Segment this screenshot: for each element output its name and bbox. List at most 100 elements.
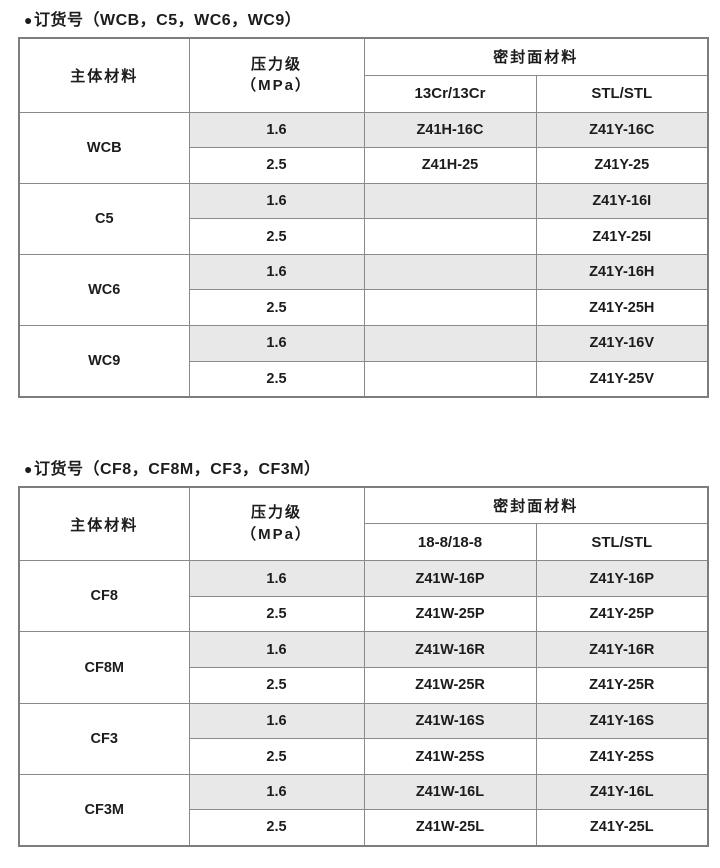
order-code-cell: Z41Y-16I (535, 182, 709, 220)
table-header: 主体材料 压力级 （MPa） 密封面材料 18-8/18-8 STL/STL (18, 486, 709, 562)
header-pressure-line1: 压力级 (250, 504, 302, 522)
table-row: 2.5 Z41W-25P Z41Y-25P (19, 595, 709, 633)
order-code-cell (363, 182, 537, 220)
order-code-cell: Z41Y-25H (535, 289, 709, 327)
section-title: ●订货号（WCB，C5，WC6，WC9） (24, 6, 720, 30)
order-section-cf8: ●订货号（CF8，CF8M，CF3，CF3M） 主体材料 压力级 （MPa） 密… (18, 455, 720, 847)
table-row: 2.5 Z41W-25R Z41Y-25R (19, 667, 709, 704)
table-row: 2.5 Z41H-25 Z41Y-25 (19, 147, 709, 184)
header-seal-material: 密封面材料 (363, 486, 709, 525)
order-code-cell: Z41Y-16S (535, 702, 709, 740)
order-code-cell: Z41Y-25V (535, 360, 709, 398)
order-code-cell (363, 360, 537, 398)
order-code-cell: Z41Y-16V (535, 325, 709, 362)
order-code-cell: Z41W-16S (363, 702, 537, 740)
header-pressure-line2: （MPa） (241, 526, 312, 543)
order-code-cell (363, 253, 537, 291)
header-seal-col2: STL/STL (535, 74, 709, 113)
order-code-cell: Z41H-25 (363, 147, 537, 184)
order-code-cell: Z41Y-16H (535, 253, 709, 291)
pressure-cell: 1.6 (188, 702, 365, 740)
order-code-cell: Z41Y-25 (535, 147, 709, 184)
table-row: WC6 1.6 Z41Y-16H (18, 253, 709, 327)
order-code-cell: Z41Y-25L (535, 809, 709, 846)
order-code-cell: Z41Y-16L (535, 773, 709, 811)
pressure-cell: 1.6 (188, 253, 365, 291)
order-code-cell: Z41W-25S (363, 738, 537, 775)
pressure-cell: 2.5 (188, 218, 365, 255)
header-main-material: 主体材料 (18, 486, 190, 562)
header-pressure-class: 压力级 （MPa） (188, 37, 365, 113)
header-seal-col1: 13Cr/13Cr (363, 74, 537, 113)
order-code-cell: Z41W-25P (363, 595, 537, 633)
material-cell: WC6 (18, 253, 190, 327)
material-cell: C5 (18, 182, 190, 255)
table-row: 2.5 Z41W-25S Z41Y-25S (19, 738, 709, 775)
material-cell: WCB (18, 111, 190, 184)
material-cell: CF8M (18, 631, 190, 704)
pressure-cell: 1.6 (188, 773, 365, 811)
table-body: CF8 1.6 Z41W-16P Z41Y-16P 2.5 Z41W-25P Z41Y-25… (18, 560, 709, 847)
section-title-text: 订货号（WCB，C5，WC6，WC9） (33, 12, 302, 29)
order-code-cell (363, 218, 537, 255)
order-code-cell: Z41H-16C (363, 111, 537, 149)
pressure-cell: 2.5 (188, 809, 365, 846)
pressure-cell: 1.6 (188, 182, 365, 220)
pressure-cell: 1.6 (188, 325, 365, 362)
table-row: 2.5 Z41Y-25I (19, 218, 709, 255)
table-body: WCB 1.6 Z41H-16C Z41Y-16C 2.5 Z41H-25 Z41Y-25 C… (18, 111, 709, 398)
order-code-cell: Z41Y-25R (535, 667, 709, 704)
order-code-cell: Z41W-25R (363, 667, 537, 704)
order-code-cell: Z41Y-25P (535, 595, 709, 633)
table-row: 2.5 Z41W-25L Z41Y-25L (19, 809, 709, 846)
order-code-cell: Z41Y-25I (535, 218, 709, 255)
header-seal-col1: 18-8/18-8 (363, 523, 537, 562)
table-header: 主体材料 压力级 （MPa） 密封面材料 13Cr/13Cr STL/STL (18, 37, 709, 113)
order-section-wcb: ●订货号（WCB，C5，WC6，WC9） 主体材料 压力级 （MPa） 密封面材… (18, 6, 720, 398)
table-row: 2.5 Z41Y-25H (19, 289, 709, 327)
table-row: C5 1.6 Z41Y-16I (18, 182, 709, 255)
header-pressure-line1: 压力级 (250, 55, 302, 73)
header-main-material: 主体材料 (18, 37, 190, 113)
pressure-cell: 2.5 (188, 360, 365, 398)
order-code-cell: Z41W-16P (363, 560, 537, 597)
pressure-cell: 2.5 (188, 289, 365, 327)
order-code-cell: Z41Y-16P (535, 560, 709, 597)
bullet-icon: ● (24, 460, 33, 477)
order-code-cell: Z41W-16L (363, 773, 537, 811)
pressure-cell: 2.5 (188, 738, 365, 775)
header-pressure-class: 压力级 （MPa） (188, 486, 365, 562)
header-seal-col2: STL/STL (535, 523, 709, 562)
order-table-wcb: 主体材料 压力级 （MPa） 密封面材料 13Cr/13Cr STL/STL W… (18, 37, 710, 398)
material-cell: CF3M (18, 773, 190, 847)
section-title-text: 订货号（CF8，CF8M，CF3，CF3M） (33, 460, 321, 478)
section-title: ●订货号（CF8，CF8M，CF3，CF3M） (24, 455, 720, 479)
pressure-cell: 2.5 (188, 147, 365, 184)
header-pressure-line2: （MPa） (241, 77, 312, 95)
table-row: WCB 1.6 Z41H-16C Z41Y-16C (18, 111, 709, 184)
table-row: WC9 1.6 Z41Y-16V (18, 325, 709, 398)
pressure-cell: 1.6 (188, 111, 365, 149)
order-code-cell (363, 289, 537, 327)
bullet-icon: ● (24, 12, 33, 28)
header-seal-material: 密封面材料 (363, 37, 709, 76)
table-row: CF3 1.6 Z41W-16S Z41Y-16S (18, 702, 709, 775)
pressure-cell: 1.6 (188, 631, 365, 669)
table-row: CF8 1.6 Z41W-16P Z41Y-16P (18, 560, 709, 633)
pressure-cell: 2.5 (188, 595, 365, 633)
order-code-cell (363, 325, 537, 362)
order-code-cell: Z41Y-16C (535, 111, 709, 149)
order-code-cell: Z41Y-25S (535, 738, 709, 775)
order-code-cell: Z41Y-16R (535, 631, 709, 669)
table-row: 2.5 Z41Y-25V (19, 360, 709, 398)
table-row: CF3M 1.6 Z41W-16L Z41Y-16L (18, 773, 709, 847)
pressure-cell: 2.5 (188, 667, 365, 704)
material-cell: CF8 (18, 560, 190, 633)
pressure-cell: 1.6 (188, 560, 365, 597)
order-code-cell: Z41W-16R (363, 631, 537, 669)
table-row: CF8M 1.6 Z41W-16R Z41Y-16R (18, 631, 709, 704)
material-cell: CF3 (18, 702, 190, 775)
order-table-cf8: 主体材料 压力级 （MPa） 密封面材料 18-8/18-8 STL/STL C… (18, 485, 710, 847)
material-cell: WC9 (18, 325, 190, 398)
